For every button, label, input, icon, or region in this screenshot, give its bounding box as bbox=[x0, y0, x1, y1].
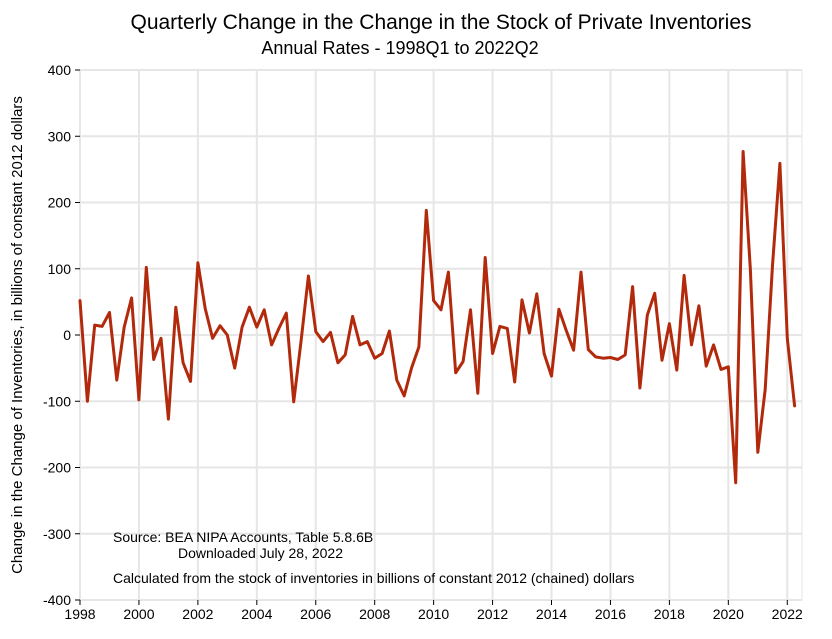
chart-subtitle: Annual Rates - 1998Q1 to 2022Q2 bbox=[261, 38, 538, 58]
x-tick-label: 2002 bbox=[182, 606, 213, 622]
download-note: Downloaded July 28, 2022 bbox=[178, 545, 343, 561]
y-tick-label: 100 bbox=[48, 261, 72, 277]
x-tick-label: 2022 bbox=[772, 606, 803, 622]
y-tick-label: -100 bbox=[43, 393, 71, 409]
series-line bbox=[78, 150, 797, 485]
x-tick-label: 2004 bbox=[241, 606, 272, 622]
x-tick-label: 2000 bbox=[123, 606, 154, 622]
y-tick-label: -400 bbox=[43, 592, 71, 608]
y-tick-label: 0 bbox=[63, 327, 71, 343]
y-tick-label: 300 bbox=[48, 128, 72, 144]
y-tick-label: 400 bbox=[48, 62, 72, 78]
x-tick-label: 2006 bbox=[300, 606, 331, 622]
calculation-note: Calculated from the stock of inventories… bbox=[113, 570, 634, 586]
x-tick-label: 2012 bbox=[477, 606, 508, 622]
source-note: Source: BEA NIPA Accounts, Table 5.8.6B bbox=[113, 529, 373, 545]
grid-lines bbox=[79, 69, 802, 601]
x-tick-label: 2020 bbox=[713, 606, 744, 622]
y-tick-label: -200 bbox=[43, 460, 71, 476]
y-axis-ticks: 400 300 200 100 0 -100 -200 -300 -400 bbox=[43, 62, 80, 608]
x-tick-label: 2018 bbox=[654, 606, 685, 622]
y-tick-label: -300 bbox=[43, 526, 71, 542]
x-tick-label: 1998 bbox=[64, 606, 95, 622]
y-tick-label: 200 bbox=[48, 195, 72, 211]
x-tick-label: 2008 bbox=[359, 606, 390, 622]
x-tick-label: 2014 bbox=[536, 606, 567, 622]
chart-title: Quarterly Change in the Change in the St… bbox=[130, 11, 751, 34]
x-tick-label: 2010 bbox=[418, 606, 449, 622]
x-axis-ticks: 1998 2000 2002 2004 2006 2008 2010 2012 2014 2016… bbox=[64, 600, 803, 622]
y-axis-label: Change in the Change of Inventories, in … bbox=[9, 96, 26, 574]
x-tick-label: 2016 bbox=[595, 606, 626, 622]
